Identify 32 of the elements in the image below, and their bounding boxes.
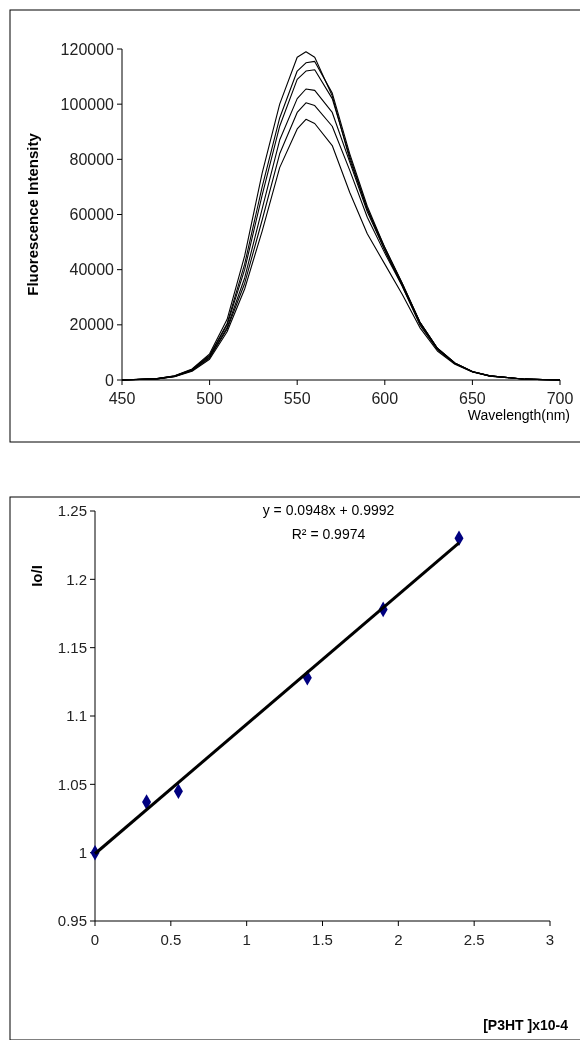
y-axis-title: Io/I <box>28 565 45 587</box>
x-tick-label: 2 <box>394 931 403 948</box>
y-tick-label: 1.05 <box>57 775 87 793</box>
y-tick-label: 100000 <box>60 95 115 113</box>
x-tick-label: 450 <box>108 390 136 407</box>
x-tick-label: 650 <box>459 390 486 407</box>
annotation: y = 0.0948x + 0.9992 <box>262 502 395 518</box>
y-tick-label: 120000 <box>60 40 115 58</box>
x-tick-label: 550 <box>283 390 311 407</box>
y-tick-label: 1.15 <box>57 638 87 656</box>
x-axis-title: [P3HT ]x10-4 <box>483 1017 569 1033</box>
y-tick-label: 1.25 <box>57 502 87 520</box>
y-tick-label: 1.2 <box>66 570 87 588</box>
y-tick-label: 80000 <box>69 150 115 168</box>
x-tick-label: 1 <box>242 931 251 948</box>
y-tick-label: 40000 <box>69 261 115 279</box>
x-tick-label: 500 <box>196 390 224 407</box>
x-tick-label: 600 <box>371 390 399 407</box>
x-tick-label: 3 <box>545 931 555 948</box>
annotation: R² = 0.9974 <box>291 526 366 542</box>
y-tick-label: 60000 <box>69 206 115 224</box>
x-tick-label: 2.5 <box>463 931 485 948</box>
y-tick-label: 1 <box>78 843 87 861</box>
y-tick-label: 0 <box>105 371 115 389</box>
y-tick-label: 0.95 <box>57 912 87 930</box>
y-tick-label: 20000 <box>69 316 115 334</box>
y-axis-title: Fluorescence Intensity <box>24 132 41 296</box>
x-tick-label: 0.5 <box>160 931 182 948</box>
x-axis-title: Wavelength(nm) <box>467 407 570 423</box>
x-tick-label: 1.5 <box>312 931 333 948</box>
x-tick-label: 700 <box>546 390 574 407</box>
y-tick-label: 1.1 <box>66 707 87 725</box>
